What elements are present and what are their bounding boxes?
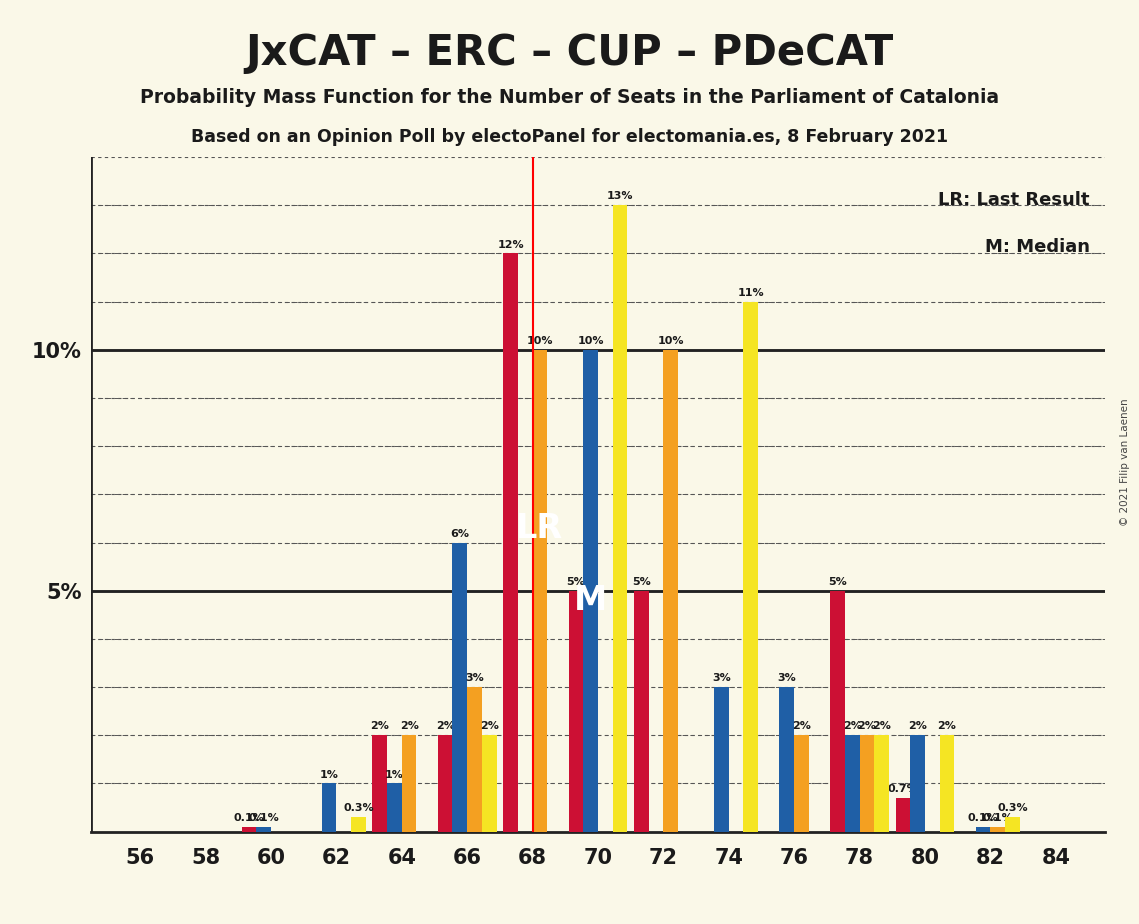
- Text: Probability Mass Function for the Number of Seats in the Parliament of Catalonia: Probability Mass Function for the Number…: [140, 88, 999, 107]
- Text: 13%: 13%: [607, 191, 633, 201]
- Text: 3%: 3%: [778, 674, 796, 683]
- Bar: [910, 736, 925, 832]
- Bar: [452, 542, 467, 832]
- Text: 1%: 1%: [320, 770, 338, 780]
- Bar: [663, 350, 678, 832]
- Bar: [634, 590, 648, 832]
- Bar: [991, 827, 1005, 832]
- Text: 2%: 2%: [792, 722, 811, 732]
- Bar: [976, 827, 991, 832]
- Text: © 2021 Filip van Laenen: © 2021 Filip van Laenen: [1120, 398, 1130, 526]
- Bar: [875, 736, 890, 832]
- Bar: [533, 350, 547, 832]
- Bar: [467, 687, 482, 832]
- Bar: [845, 736, 860, 832]
- Text: 6%: 6%: [450, 529, 469, 539]
- Text: 0.3%: 0.3%: [997, 803, 1027, 813]
- Text: 10%: 10%: [577, 336, 604, 346]
- Bar: [321, 784, 336, 832]
- Text: 5%: 5%: [632, 577, 650, 587]
- Text: 0.1%: 0.1%: [968, 813, 999, 823]
- Bar: [387, 784, 402, 832]
- Text: 0.1%: 0.1%: [248, 813, 279, 823]
- Bar: [1005, 817, 1019, 832]
- Text: Based on an Opinion Poll by electoPanel for electomania.es, 8 February 2021: Based on an Opinion Poll by electoPanel …: [191, 128, 948, 145]
- Bar: [437, 736, 452, 832]
- Text: 11%: 11%: [738, 287, 764, 298]
- Text: 1%: 1%: [385, 770, 404, 780]
- Text: 2%: 2%: [937, 722, 957, 732]
- Bar: [613, 205, 628, 832]
- Text: 3%: 3%: [465, 674, 484, 683]
- Bar: [744, 301, 759, 832]
- Text: 0.1%: 0.1%: [982, 813, 1013, 823]
- Text: 2%: 2%: [872, 722, 891, 732]
- Bar: [241, 827, 256, 832]
- Text: JxCAT – ERC – CUP – PDeCAT: JxCAT – ERC – CUP – PDeCAT: [245, 32, 894, 74]
- Bar: [372, 736, 387, 832]
- Bar: [583, 350, 598, 832]
- Text: 2%: 2%: [435, 722, 454, 732]
- Text: 2%: 2%: [480, 722, 499, 732]
- Text: 10%: 10%: [526, 336, 554, 346]
- Bar: [779, 687, 794, 832]
- Text: 3%: 3%: [712, 674, 731, 683]
- Text: 0.3%: 0.3%: [343, 803, 374, 813]
- Bar: [860, 736, 875, 832]
- Text: 0.1%: 0.1%: [233, 813, 264, 823]
- Text: 12%: 12%: [498, 239, 524, 249]
- Text: 5%: 5%: [828, 577, 847, 587]
- Bar: [256, 827, 271, 832]
- Text: 5%: 5%: [566, 577, 585, 587]
- Text: 2%: 2%: [370, 722, 390, 732]
- Text: LR: LR: [516, 512, 564, 544]
- Text: 2%: 2%: [858, 722, 876, 732]
- Bar: [402, 736, 417, 832]
- Text: M: M: [574, 584, 607, 617]
- Bar: [895, 798, 910, 832]
- Bar: [830, 590, 845, 832]
- Bar: [503, 253, 518, 832]
- Text: LR: Last Result: LR: Last Result: [939, 191, 1090, 209]
- Bar: [351, 817, 366, 832]
- Bar: [568, 590, 583, 832]
- Bar: [714, 687, 729, 832]
- Bar: [940, 736, 954, 832]
- Text: 0.7%: 0.7%: [887, 784, 918, 794]
- Bar: [482, 736, 497, 832]
- Bar: [794, 736, 809, 832]
- Text: 2%: 2%: [843, 722, 862, 732]
- Text: 10%: 10%: [657, 336, 685, 346]
- Text: 2%: 2%: [400, 722, 418, 732]
- Text: 2%: 2%: [908, 722, 927, 732]
- Text: M: Median: M: Median: [984, 238, 1090, 256]
